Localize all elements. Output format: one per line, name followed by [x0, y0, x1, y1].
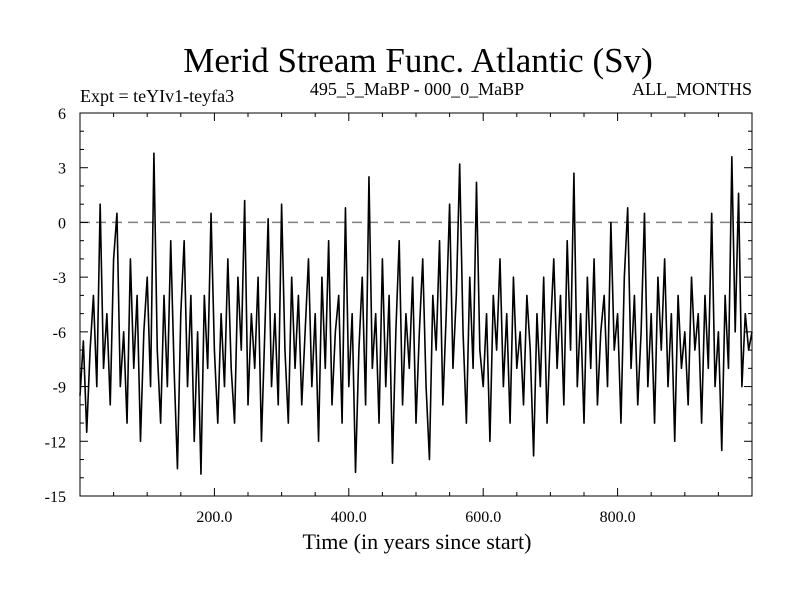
x-tick-label: 200.0 [196, 509, 232, 526]
x-tick-label: 400.0 [331, 509, 367, 526]
y-tick-label: 6 [58, 106, 66, 123]
series-line [79, 152, 753, 475]
plot-frame [79, 112, 753, 497]
y-tick-label: -9 [53, 380, 66, 397]
y-tick-label: -15 [45, 489, 66, 506]
months-label: ALL_MONTHS [632, 79, 752, 99]
y-tick-label: 3 [58, 161, 66, 178]
y-tick-label: 0 [58, 215, 66, 232]
x-tick-label: 800.0 [600, 509, 636, 526]
y-tick-label: -3 [53, 270, 66, 287]
y-tick-label: -6 [53, 325, 66, 342]
period-label: 495_5_MaBP - 000_0_MaBP [310, 79, 524, 99]
experiment-label: Expt = teYIv1-teyfa3 [80, 86, 234, 106]
series-layer [79, 152, 753, 475]
y-tick-label: -12 [45, 434, 66, 451]
ticks-layer: -15 -12 -9 -6 -3 0 3 6 200.0 400.0 600.0 800.0 [45, 106, 752, 526]
x-axis-label: Time (in years since start) [303, 529, 532, 554]
chart-title: Merid Stream Func. Atlantic (Sv) [183, 41, 653, 80]
x-tick-label: 600.0 [465, 509, 501, 526]
